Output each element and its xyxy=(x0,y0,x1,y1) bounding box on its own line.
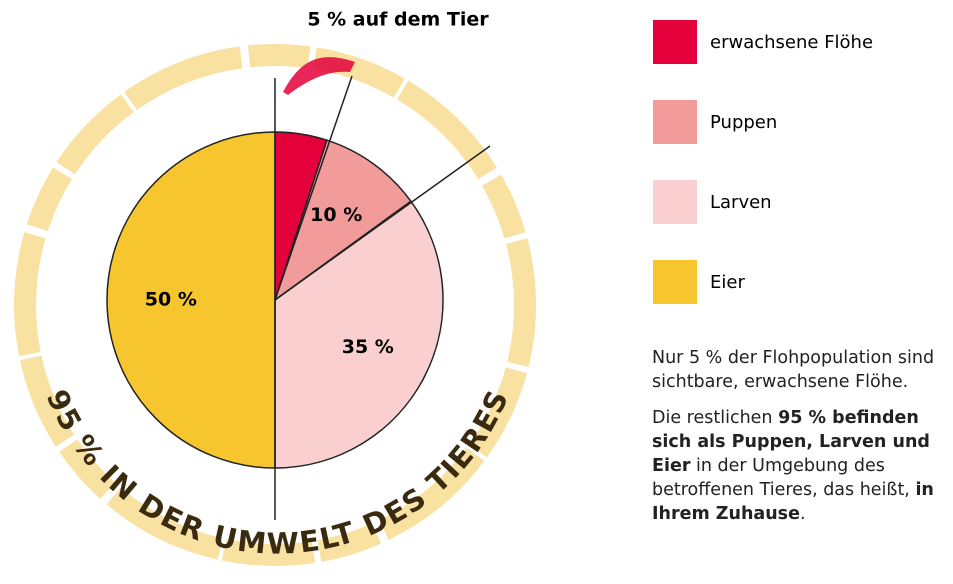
legend-swatch xyxy=(653,20,697,64)
note-text: . xyxy=(800,504,806,524)
slice-label: 10 % xyxy=(310,204,362,226)
legend-swatch xyxy=(653,260,697,304)
note-text: Nur 5 % der Flohpopulation sind sichtbar… xyxy=(652,348,934,392)
slice-label: 50 % xyxy=(145,289,197,311)
notes: Nur 5 % der Flohpopulation sind sichtbar… xyxy=(652,346,952,538)
note-text: in der Umgebung des betroffenen Tieres, … xyxy=(652,456,915,500)
legend-swatch xyxy=(653,100,697,144)
legend-label: Larven xyxy=(710,192,772,213)
legend-label: erwachsene Flöhe xyxy=(710,32,873,53)
legend: erwachsene Flöhe Puppen Larven Eier xyxy=(653,20,873,304)
page: 10 %35 %50 % 5 % auf dem Tier 95 % IN DE… xyxy=(0,0,953,584)
note-text: Die restlichen xyxy=(652,408,778,428)
annotation: 5 % auf dem Tier xyxy=(307,9,489,31)
legend-label: Puppen xyxy=(710,112,777,133)
note: Nur 5 % der Flohpopulation sind sichtbar… xyxy=(652,346,952,394)
note: Die restlichen 95 % befinden sich als Pu… xyxy=(652,406,952,526)
legend-swatch xyxy=(653,180,697,224)
slice-label: 35 % xyxy=(342,336,394,358)
legend-label: Eier xyxy=(710,272,745,293)
